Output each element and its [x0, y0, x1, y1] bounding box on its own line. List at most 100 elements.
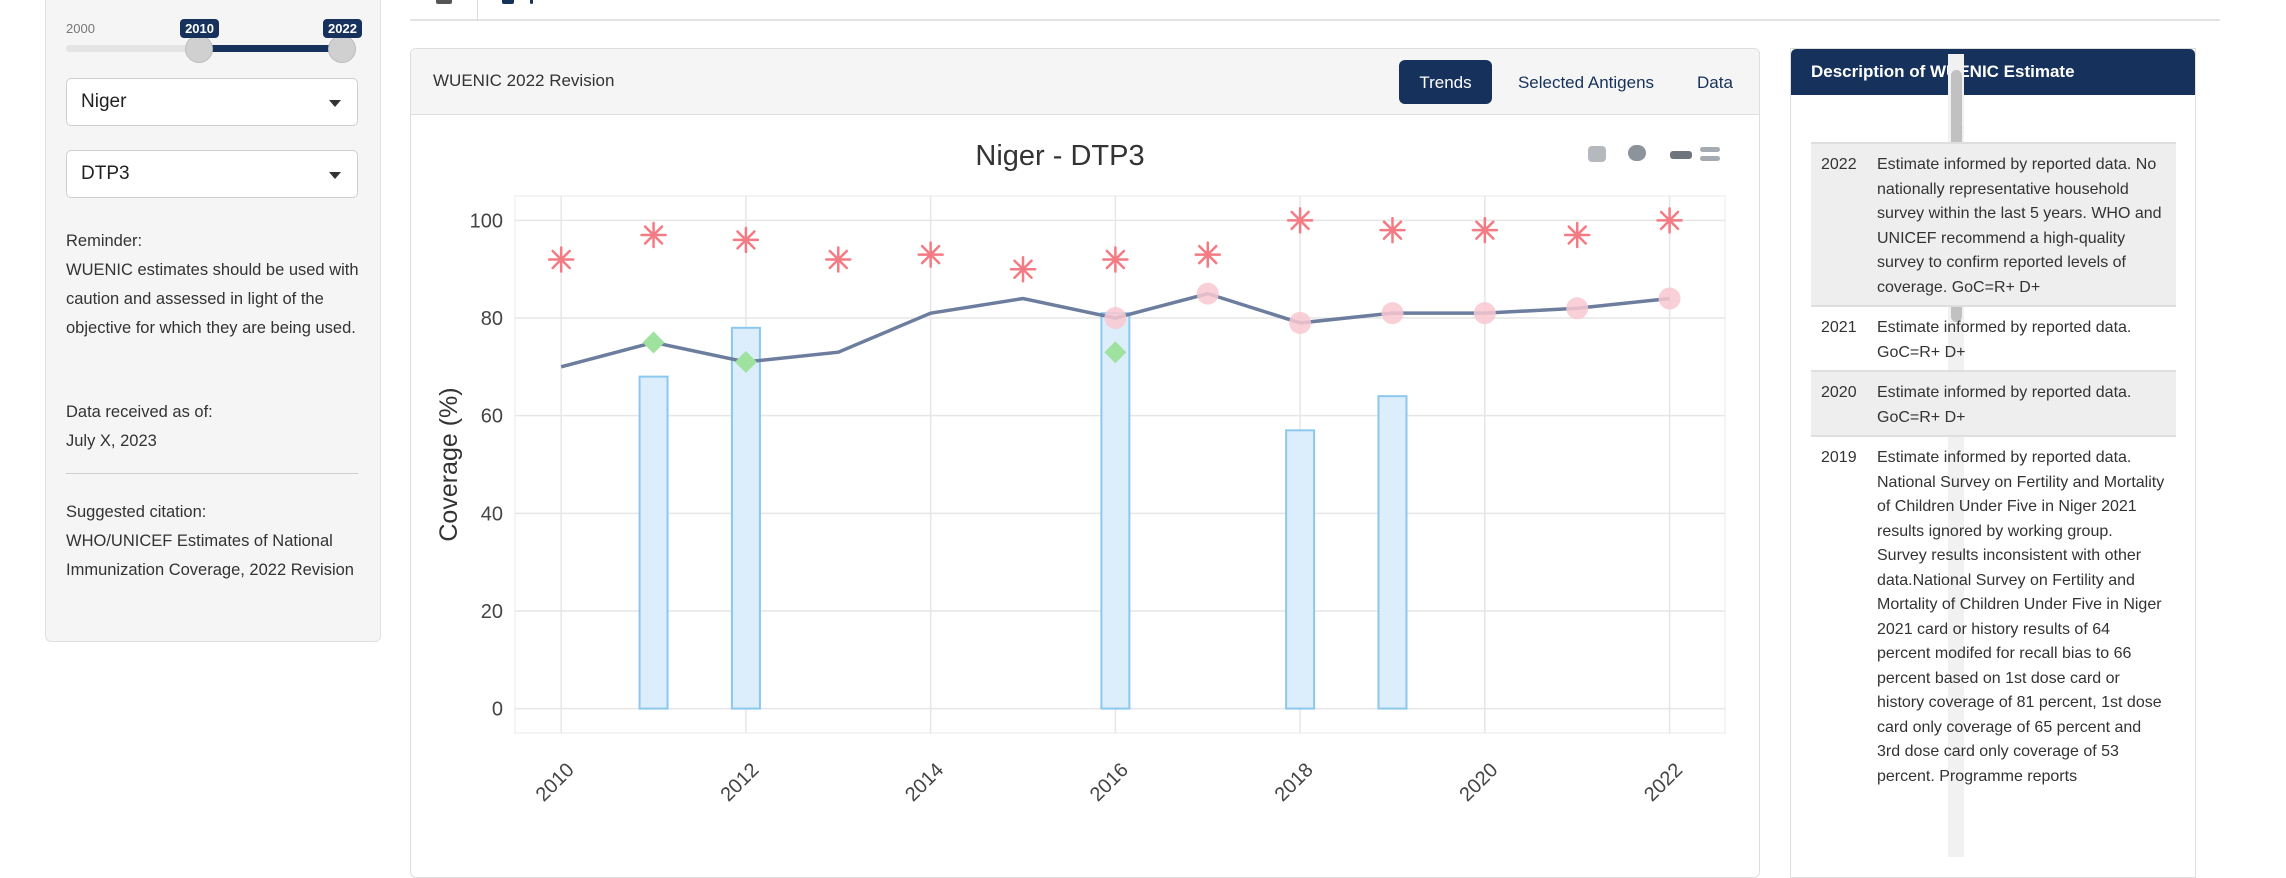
- description-year: 2022: [1821, 156, 1857, 173]
- description-row: 2020 Estimate informed by reported data. …: [1811, 371, 2176, 436]
- reported-coverage-point: [1471, 216, 1499, 244]
- reported-coverage-point: [1102, 246, 1129, 273]
- asterisk-stroke: [1382, 220, 1403, 240]
- chevron-down-icon: [329, 172, 341, 179]
- survey-bar: [638, 375, 669, 710]
- survey-bar: [1100, 312, 1131, 710]
- slider-to-label: 2022: [323, 19, 362, 38]
- data-received-block: Data received as of: July X, 2023: [66, 398, 366, 456]
- tab-trends[interactable]: Trends: [1399, 60, 1492, 104]
- asterisk-stroke: [643, 225, 664, 245]
- reminder-text: WUENIC estimates should be used with cau…: [66, 261, 359, 337]
- reported-coverage-point: [1379, 216, 1406, 244]
- asterisk-stroke: [1659, 210, 1680, 231]
- pan-icon[interactable]: [1670, 151, 1692, 159]
- description-title: Description of WUENIC Estimate: [1791, 49, 2195, 95]
- description-year: 2019: [1821, 449, 1857, 466]
- slider-from-label: 2010: [180, 19, 219, 38]
- chart-card-title: WUENIC 2022 Revision: [433, 71, 615, 90]
- tab-data[interactable]: Data: [1697, 73, 1733, 92]
- asterisk-stroke: [920, 244, 941, 265]
- description-text: Estimate informed by reported data. GoC=…: [1877, 384, 2132, 426]
- citation-label: Suggested citation:: [66, 503, 207, 521]
- description-text: Estimate informed by reported data. No n…: [1877, 156, 2162, 296]
- vaccine-select[interactable]: DTP3: [66, 150, 358, 198]
- description-text: Estimate informed by reported data. Nati…: [1877, 449, 2165, 785]
- asterisk-stroke: [1567, 225, 1587, 245]
- description-panel: Description of WUENIC Estimate: [1790, 48, 2196, 878]
- country-select-value: Niger: [81, 91, 127, 112]
- reset-axes-icon[interactable]: [1700, 156, 1720, 161]
- reported-coverage-point: [1656, 207, 1683, 234]
- official-coverage-point: [1104, 307, 1127, 330]
- slider-selected-range: [199, 45, 342, 52]
- survey-marker-point: [734, 350, 757, 373]
- official-coverage-point: [1473, 302, 1496, 325]
- asterisk-stroke: [828, 249, 849, 270]
- vaccine-select-value: DTP3: [81, 163, 130, 184]
- chart-icon: [436, 0, 452, 4]
- description-text: Estimate informed by reported data. GoC=…: [1877, 319, 2132, 361]
- citation-block: Suggested citation: WHO/UNICEF Estimates…: [66, 498, 366, 585]
- official-coverage-point: [1658, 287, 1681, 310]
- description-row: 2021 Estimate informed by reported data. …: [1811, 306, 2176, 371]
- slider-handle-from[interactable]: [185, 35, 214, 63]
- citation-text: WHO/UNICEF Estimates of National Immuniz…: [66, 532, 354, 579]
- asterisk-stroke: [736, 230, 756, 250]
- x-tick-label: 2018: [1271, 759, 1318, 806]
- survey-bar: [1377, 395, 1408, 710]
- coverage-chart: 0 20 40 60 80 100 2010 2012 2014 2016 2018 2020 2022…: [435, 140, 1726, 806]
- map-label-stub: [530, 0, 533, 4]
- survey-bar: [730, 326, 761, 710]
- y-tick-label: 60: [481, 406, 503, 428]
- asterisk-stroke: [1105, 249, 1126, 270]
- chart-title: Niger - DTP3: [975, 140, 1144, 172]
- y-tick-label: 0: [492, 699, 503, 721]
- reported-coverage-point: [1563, 221, 1591, 249]
- asterisk-stroke: [551, 249, 571, 270]
- reported-coverage-point: [825, 246, 852, 273]
- asterisk-stroke: [1290, 210, 1310, 231]
- official-coverage-point: [1289, 311, 1312, 334]
- data-received-label: Data received as of:: [66, 403, 213, 421]
- camera-icon[interactable]: [1588, 146, 1606, 162]
- autoscale-icon[interactable]: [1700, 147, 1720, 152]
- chart-card-header: WUENIC 2022 Revision Trends Selected Ant…: [411, 49, 1759, 115]
- reported-coverage-point: [732, 226, 760, 254]
- tab-selected-antigens[interactable]: Selected Antigens: [1517, 73, 1655, 92]
- x-tick-label: 2016: [1086, 759, 1133, 806]
- reminder-block: Reminder: WUENIC estimates should be use…: [66, 227, 366, 343]
- reported-coverage-point: [1194, 241, 1221, 268]
- reported-coverage-point: [917, 241, 944, 268]
- data-received-date: July X, 2023: [66, 432, 157, 450]
- x-tick-label: 2022: [1640, 759, 1687, 806]
- survey-bar: [1285, 429, 1316, 710]
- description-row: 2022 Estimate informed by reported data. …: [1811, 143, 2176, 306]
- asterisk-stroke: [1475, 220, 1495, 240]
- year-range-slider[interactable]: 2000 2010 2022: [66, 19, 362, 63]
- reported-coverage-point: [1286, 207, 1314, 234]
- description-row: 2019 Estimate informed by reported data. …: [1811, 436, 2176, 794]
- official-coverage-point: [1196, 282, 1219, 305]
- tab-chart-view[interactable]: [410, 0, 478, 21]
- reported-coverage-point: [1009, 255, 1037, 283]
- divider: [66, 473, 358, 474]
- x-tick-label: 2012: [716, 759, 763, 806]
- description-scrollbar-thumb[interactable]: [1951, 70, 1962, 322]
- tab-map-view[interactable]: [478, 0, 558, 21]
- official-coverage-point: [1381, 302, 1404, 325]
- zoom-icon[interactable]: [1628, 145, 1646, 161]
- description-year: 2020: [1821, 384, 1857, 401]
- reported-coverage-point: [640, 221, 667, 249]
- y-tick-label: 40: [481, 503, 503, 525]
- description-year: 2021: [1821, 319, 1857, 336]
- chevron-down-icon: [329, 100, 341, 107]
- country-select[interactable]: Niger: [66, 78, 358, 126]
- description-table: 2022 Estimate informed by reported data. …: [1811, 142, 2176, 794]
- y-tick-label: 80: [481, 308, 503, 330]
- top-tab-strip: [410, 0, 2220, 21]
- reminder-title: Reminder:: [66, 232, 143, 250]
- x-tick-label: 2014: [901, 759, 948, 806]
- x-tick-label: 2010: [532, 759, 579, 806]
- x-tick-label: 2020: [1455, 759, 1502, 806]
